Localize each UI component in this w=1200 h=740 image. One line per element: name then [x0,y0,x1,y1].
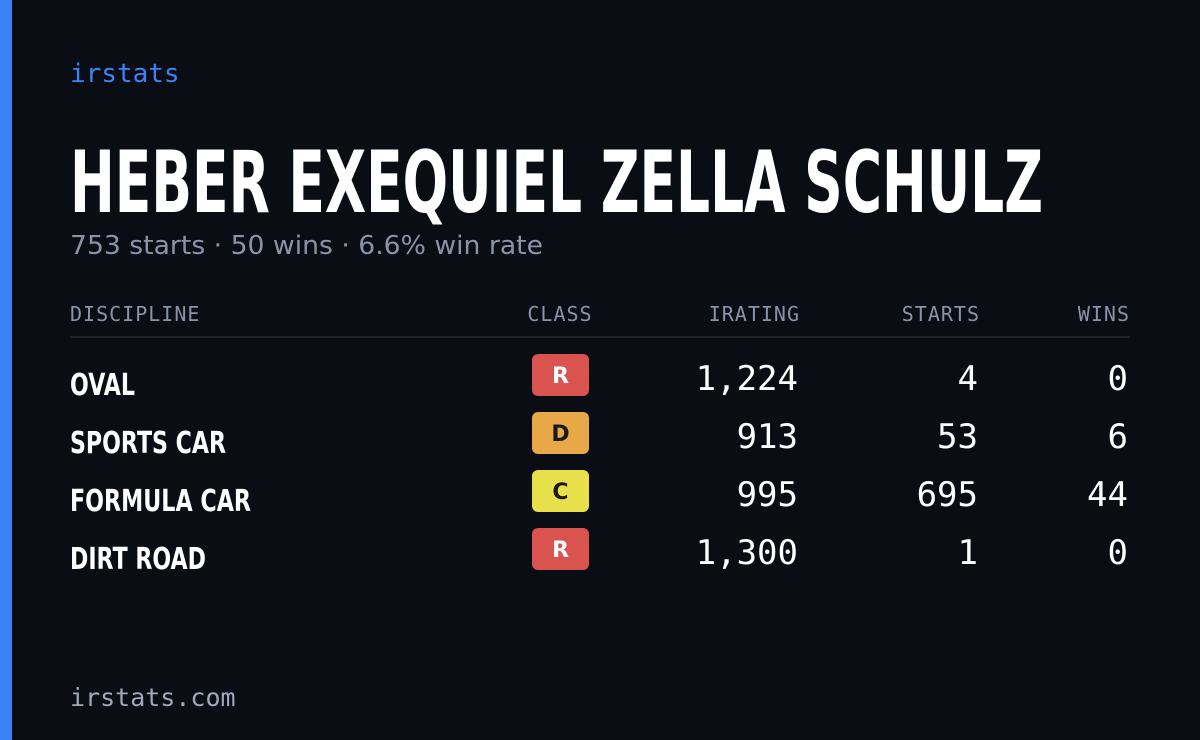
column-header: WINS [1078,302,1130,326]
irating: 1,300 [696,533,798,573]
irating: 913 [737,417,798,457]
class-letter: C [552,480,568,505]
starts: 1 [958,533,978,573]
wins: 44 [1087,475,1128,515]
column-header: CLASS [527,302,592,326]
wins: 0 [1108,359,1128,399]
discipline: FORMULA CAR [70,484,251,519]
class-badge [532,354,589,396]
starts: 53 [937,417,978,457]
footer-url: irstats.com [70,683,236,712]
starts: 4 [958,359,978,399]
summary: 753 starts · 50 wins · 6.6% win rate [70,231,543,261]
class-badge [532,528,589,570]
class-letter: R [552,538,569,563]
class-letter: D [551,422,569,447]
class-badge [532,470,589,512]
discipline: SPORTS CAR [70,426,226,461]
brand: irstats [70,59,180,89]
discipline: DIRT ROAD [70,542,206,577]
irating: 1,224 [696,359,798,399]
discipline: OVAL [70,368,135,403]
column-header: STARTS [902,302,980,326]
table-body: OVAL R 1,224 4 0 SPORTS CAR D 913 53 6 FORMULA CAR… [70,354,1128,577]
wins: 0 [1108,533,1128,573]
accent-bar [0,0,12,740]
column-header: IRATING [709,302,800,326]
irating: 995 [737,475,798,515]
wins: 6 [1108,417,1128,457]
column-header: DISCIPLINE [70,302,200,326]
class-badge [532,412,589,454]
class-letter: R [552,364,569,389]
player-name: HEBER EXEQUIEL ZELLA SCHULZ [70,133,1043,233]
starts: 695 [917,475,978,515]
